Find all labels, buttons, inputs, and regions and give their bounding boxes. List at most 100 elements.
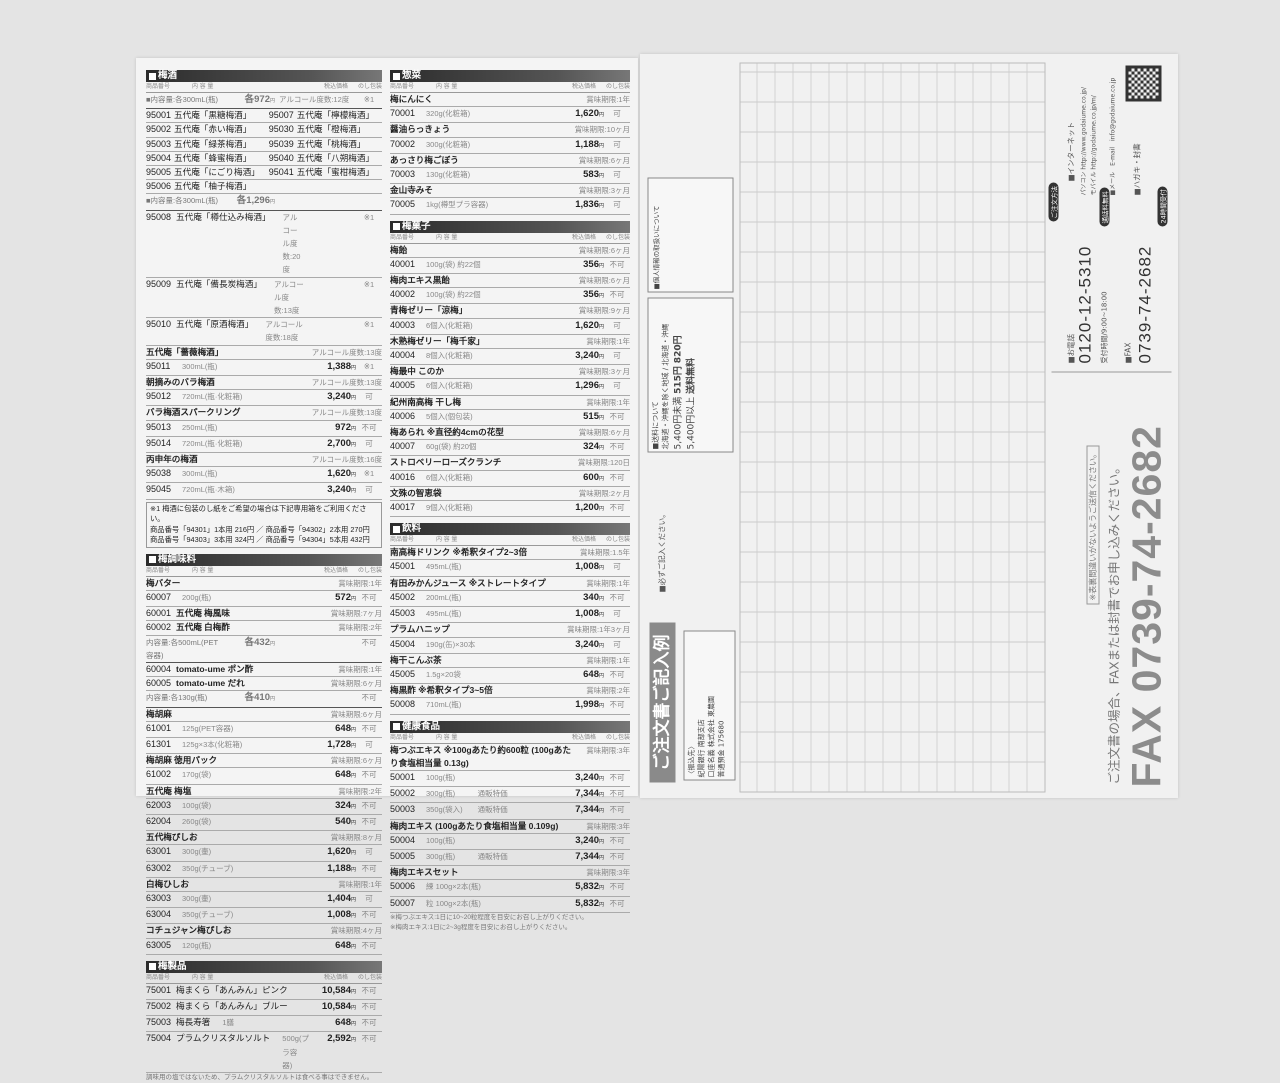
yen-unit: 円: [598, 112, 604, 119]
product-name: 五代庵「蜂蜜梅酒」: [174, 152, 252, 163]
section-header: 飲料: [390, 523, 630, 536]
product-code: 95038: [146, 468, 172, 479]
price: 各1,296円: [236, 195, 275, 207]
product-content: 1kg(樽型プラ容器): [426, 200, 489, 210]
noshi-availability: 可: [613, 351, 621, 361]
price-list-page: 梅酒 商品番号内 容 量税込価格 のし包装 ■内容量:各300mL(瓶) 各972円 アル…: [136, 58, 638, 1081]
product-code: 63003: [146, 892, 172, 903]
order-form-page: ご注文書ご記入例 ■必ずご記入ください。 〈振込先〉 紀陽銀行 南部支店 口座名…: [640, 54, 1178, 798]
column-header: 税込価格: [323, 567, 348, 574]
yen-unit: 円: [350, 742, 356, 749]
product-name: 五代庵 梅塩: [146, 785, 192, 796]
fax-number[interactable]: 0739-74-2682: [1135, 245, 1155, 364]
noshi-availability: 不可: [361, 985, 377, 995]
column-header: のし包装: [605, 84, 630, 90]
alcohol-info: アルコール度数:12度: [279, 95, 350, 104]
product-pair-row: 95003 五代庵「緑茶梅酒」 95039 五代庵「桃梅酒」: [146, 138, 382, 152]
price: 356円: [583, 258, 604, 270]
product-row: 40004 8個入(化粧箱) 3,240円可: [390, 349, 630, 366]
product-code: 95005: [146, 167, 172, 178]
product-code: 40004: [390, 350, 416, 361]
column-headers: 商品番号 内 容 量 税込価格 のし包装: [390, 535, 630, 547]
square-icon: [149, 963, 156, 971]
product-code: 95004: [146, 152, 172, 163]
column-header: 内 容 量: [192, 974, 214, 981]
shelf-life: 賞味期限:3ヶ月: [578, 367, 630, 377]
product-code: 60001: [146, 608, 172, 619]
product-code: 75002: [146, 1000, 172, 1011]
product-name: 五代庵「樽仕込み梅酒」: [176, 211, 271, 222]
internet-mobile-url[interactable]: モバイル http://godaiume.co.jp/m/: [1090, 95, 1098, 196]
product-name: 梅胡麻: [146, 708, 172, 719]
yen-unit: 円: [350, 726, 356, 733]
postcard-label: ■ハガキ・封書: [1132, 143, 1142, 196]
product-code: 70001: [390, 108, 416, 119]
price: 3,240円: [575, 834, 604, 846]
product-row: 95010 五代庵「原酒梅酒」 アルコール度数:18度 ※1: [146, 318, 382, 346]
product-row: 50001 100g(瓶) 3,240円 不可: [390, 771, 630, 788]
price: 1,620円: [575, 108, 604, 120]
product-cell: 95040 五代庵「八朔梅酒」: [269, 152, 382, 165]
bank-info-box: 〈振込先〉 紀陽銀行 南部支店 口座名義 株式会社 東農園 普通預金 17568…: [683, 630, 736, 781]
product-content: 260g(袋): [182, 816, 212, 826]
section-header: 梅調味料: [146, 553, 382, 566]
product-row: 60007 200g(瓶) 572円 不可: [146, 591, 382, 608]
product-content: 120g(瓶): [182, 940, 212, 950]
product-row: 61002 170g(袋) 648円 不可: [146, 768, 382, 785]
shelf-life: 賞味期限:6ヶ月: [578, 155, 630, 165]
product-group-row: 文殊の智恵袋 賞味期限:2ヶ月: [390, 487, 630, 502]
fax-badge: 24時間受付: [1157, 186, 1168, 227]
phone-number[interactable]: 0120-12-5310: [1075, 245, 1095, 364]
product-row: 75003 梅長寿箸 1膳 648円 不可: [146, 1016, 382, 1033]
product-name: tomato-ume だれ: [176, 678, 245, 689]
product-name: プラムハニップ: [390, 624, 450, 635]
product-code: 40002: [390, 289, 416, 300]
price: 3,240円: [327, 484, 356, 496]
shelf-life: 賞味期限:1年: [586, 578, 630, 588]
product-content: 495mL(瓶): [426, 609, 462, 619]
product-name: 梅つぶエキス ※100gあたり約600粒 (100gあたり食塩相当量 0.13g…: [390, 744, 571, 768]
section-header: 惣菜: [390, 70, 630, 82]
product-content: 350g(チューブ): [182, 863, 234, 873]
product-code: 95041: [268, 167, 294, 178]
product-code: 40007: [390, 441, 416, 452]
shelf-life: 賞味期限:1年3ヶ月: [567, 625, 630, 635]
column-header: 内 容 量: [436, 234, 458, 241]
footnote: ※梅つぶエキス:1日に10~20粒程度を目安にお召し上がりください。: [390, 913, 588, 921]
product-code: 95010: [146, 319, 172, 330]
product-row: 50007 粒 100g×2本(瓶) 5,832円 不可: [390, 897, 630, 913]
note-line: 商品番号「94303」3本用 324円 ／ 商品番号「94304」5本用 432…: [150, 535, 370, 545]
product-name: 梅肉エキス (100gあたり食塩相当量 0.109g): [390, 820, 559, 831]
product-name: 梅バター: [146, 577, 181, 588]
product-row: 95013 250mL(瓶) 972円 不可: [146, 421, 382, 437]
yen-unit: 円: [350, 803, 356, 810]
section-健康食品: 健康食品 商品番号 内 容 量 税込価格 のし包装 梅つぶエキス ※100gあたり約600…: [390, 720, 630, 933]
product-row: 45003 495mL(瓶) 1,008円可: [390, 607, 630, 624]
product-name: 五代梅ぴしお: [146, 832, 198, 843]
content-info: 内容量:各130g(瓶): [146, 693, 208, 703]
product-cell: 95039 五代庵「桃梅酒」: [269, 138, 382, 151]
product-code: 50003: [390, 804, 416, 815]
noshi-availability: 不可: [361, 940, 377, 950]
email-info[interactable]: ■メール E-mail info@godaiume.co.jp: [1109, 77, 1117, 196]
product-cell: 95041 五代庵「蜜柑梅酒」: [269, 166, 382, 179]
product-content: 9個入(化粧箱): [426, 503, 473, 513]
product-content: 300g(瓶) 通販特価: [426, 851, 508, 861]
product-name: 五代庵 梅風味: [176, 608, 230, 619]
price: 1,200円: [575, 502, 604, 514]
product-group-row: 梅飴 賞味期限:6ヶ月: [390, 244, 630, 258]
product-group-row: 60004 tomato-ume ポン酢 賞味期限:1年: [146, 663, 382, 678]
price: 1,836円: [575, 199, 604, 211]
product-code: 75003: [146, 1017, 172, 1028]
noshi-availability: 不可: [361, 863, 377, 873]
internet-pc-url[interactable]: パソコン http://www.godaiume.co.jp/: [1080, 86, 1088, 196]
product-group-row: 醤油らっきょう 賞味期限:10ヶ月: [390, 123, 630, 138]
noshi-availability: ※1: [363, 279, 375, 289]
order-form-title: ご注文書ご記入例: [649, 622, 676, 783]
column-header: 内 容 量: [436, 84, 458, 90]
price: 648円: [335, 1017, 356, 1029]
shipping-col2: 北海道・沖縄: [661, 323, 670, 366]
column-header: 税込価格: [571, 234, 596, 241]
product-group-row: 梅最中 このか 賞味期限:3ヶ月: [390, 365, 630, 380]
price: 1,728円: [327, 738, 356, 750]
